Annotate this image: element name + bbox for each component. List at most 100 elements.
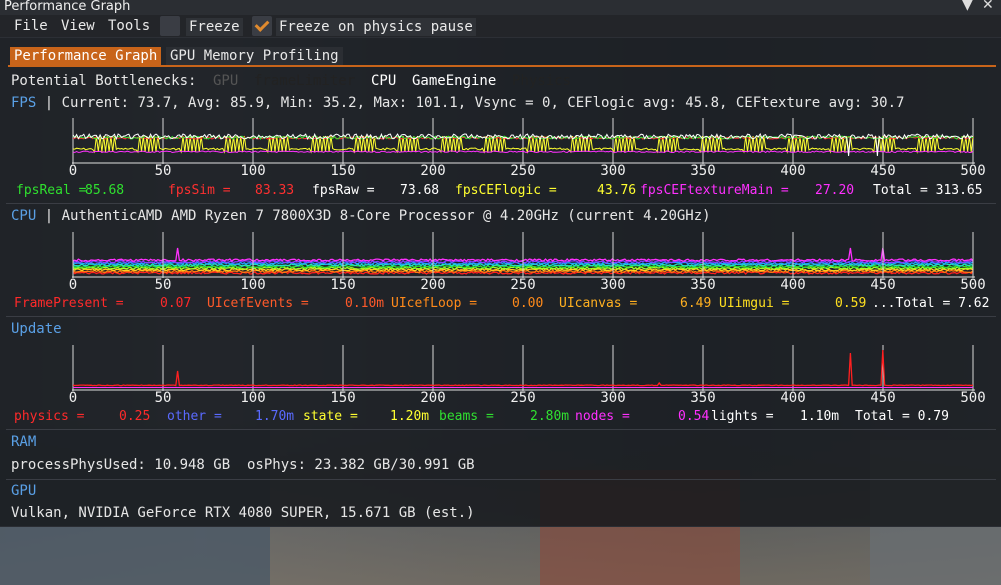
cpu-header: CPU | AuthenticAMD AMD Ryzen 7 7800X3D 8… <box>11 208 711 224</box>
x-tick-label: 100 <box>240 277 266 293</box>
cpu-info: | AuthenticAMD AMD Ryzen 7 7800X3D 8-Cor… <box>36 208 711 224</box>
cpu-title: CPU <box>11 208 37 224</box>
x-tick-label: 450 <box>870 390 896 406</box>
legend-value: 83.33 <box>255 183 295 198</box>
fps-info: | Current: 73.7, Avg: 85.9, Min: 35.2, M… <box>36 95 905 111</box>
title-bar[interactable]: Performance Graph ▼ ✕ <box>0 0 1001 15</box>
divider <box>6 429 996 430</box>
x-tick-label: 150 <box>330 390 356 406</box>
freeze-on-physics-pause-label[interactable]: Freeze on physics pause <box>276 18 476 36</box>
menu-file[interactable]: File <box>14 18 48 34</box>
legend-label: beams = <box>439 409 494 424</box>
x-tick-label: 250 <box>510 277 536 293</box>
legend-value: 1.70m <box>255 409 295 424</box>
x-tick-label: 0 <box>68 390 78 406</box>
x-tick-label: 300 <box>600 390 626 406</box>
x-tick-label: 500 <box>960 163 986 179</box>
x-tick-label: 50 <box>154 277 172 293</box>
x-tick-label: 400 <box>780 163 806 179</box>
legend-total: Total = 313.65 <box>873 183 983 198</box>
close-icon[interactable]: ✕ <box>982 0 994 13</box>
x-tick-label: 250 <box>510 163 536 179</box>
legend-total: Total = 0.79 <box>855 409 949 424</box>
x-tick-label: 0 <box>68 163 78 179</box>
legend-value: 1.20m <box>390 409 430 424</box>
collapse-icon[interactable]: ▼ <box>962 0 973 13</box>
x-tick-label: 150 <box>330 163 356 179</box>
menu-view[interactable]: View <box>61 18 95 34</box>
window-title: Performance Graph <box>4 0 131 14</box>
legend-label: other = <box>167 409 222 424</box>
bottleneck-gpu: GPU <box>213 73 239 89</box>
series-physics <box>72 349 974 387</box>
legend-label: UIcefEvents = <box>207 296 309 311</box>
fps-title: FPS <box>11 95 37 111</box>
x-tick-label: 100 <box>240 163 266 179</box>
x-tick-label: 300 <box>600 163 626 179</box>
x-tick-label: 100 <box>240 390 266 406</box>
tab-performance-graph[interactable]: Performance Graph <box>10 47 162 65</box>
x-tick-label: 200 <box>420 390 446 406</box>
x-tick-label: 200 <box>420 277 446 293</box>
divider <box>6 316 996 317</box>
legend-value: 85.68 <box>85 183 125 198</box>
legend-value: 73.68 <box>400 183 440 198</box>
x-tick-label: 300 <box>600 277 626 293</box>
legend-label: fpsRaw = <box>312 183 375 198</box>
fps-header: FPS | Current: 73.7, Avg: 85.9, Min: 35.… <box>11 95 904 111</box>
legend-total: ...Total = 7.62 <box>872 296 990 311</box>
x-tick-label: 500 <box>960 390 986 406</box>
freeze-label[interactable]: Freeze <box>186 18 243 36</box>
x-tick-label: 400 <box>780 390 806 406</box>
x-tick-label: 250 <box>510 390 536 406</box>
bottleneck-framelimiter: frameLimiter <box>254 73 356 89</box>
legend-value: 27.20 <box>815 183 855 198</box>
legend-value: 6.49 <box>680 296 712 311</box>
ram-title: RAM <box>11 434 37 450</box>
ram-info: processPhysUsed: 10.948 GB osPhys: 23.38… <box>11 457 475 473</box>
gpu-info: Vulkan, NVIDIA GeForce RTX 4080 SUPER, 1… <box>11 505 475 521</box>
legend-label: FramePresent = <box>14 296 124 311</box>
legend-label: physics = <box>14 409 85 424</box>
legend-value: 2.80m <box>530 409 570 424</box>
x-tick-label: 200 <box>420 163 446 179</box>
tab-underline <box>8 65 996 67</box>
menu-bar: File View Tools <box>0 15 1001 38</box>
update-title: Update <box>11 321 62 337</box>
series-fpsraw <box>72 132 974 157</box>
legend-label: fpsCEFlogic = <box>455 183 557 198</box>
legend-value: 0.00 <box>512 296 544 311</box>
x-tick-label: 350 <box>690 163 716 179</box>
x-tick-label: 50 <box>154 163 172 179</box>
legend-value: 0.07 <box>160 296 192 311</box>
menu-tools[interactable]: Tools <box>108 18 151 34</box>
legend-label: state = <box>303 409 358 424</box>
gpu-title: GPU <box>11 483 37 499</box>
legend-label: UIcefLoop = <box>391 296 478 311</box>
legend-value: 0.10m <box>345 296 385 311</box>
legend-value: 0.25 <box>119 409 151 424</box>
bottleneck-physics: Physics <box>512 73 572 89</box>
bottleneck-gameengine: GameEngine <box>412 73 497 89</box>
x-tick-label: 350 <box>690 277 716 293</box>
x-tick-label: 150 <box>330 277 356 293</box>
x-tick-label: 0 <box>68 277 78 293</box>
legend-label: fpsCEFtextureMain = <box>640 183 789 198</box>
series-fpsceflogic <box>72 135 974 154</box>
x-tick-label: 50 <box>154 390 172 406</box>
bottleneck-cpu: CPU <box>371 73 397 89</box>
freeze-on-physics-pause-checkbox[interactable] <box>252 16 272 36</box>
legend-label: fpsSim = <box>168 183 231 198</box>
fps-graph <box>72 118 975 164</box>
x-tick-label: 350 <box>690 390 716 406</box>
freeze-checkbox[interactable] <box>160 16 180 36</box>
tab-gpu-memory-profiling[interactable]: GPU Memory Profiling <box>166 47 343 65</box>
x-tick-label: 500 <box>960 277 986 293</box>
update-graph <box>72 345 975 391</box>
legend-label: nodes = <box>575 409 630 424</box>
divider <box>6 203 996 204</box>
performance-graph-window: Performance Graph ▼ ✕ File View Tools Fr… <box>0 0 1001 527</box>
legend-label: lights = <box>711 409 774 424</box>
x-tick-label: 450 <box>870 277 896 293</box>
divider <box>6 479 996 480</box>
